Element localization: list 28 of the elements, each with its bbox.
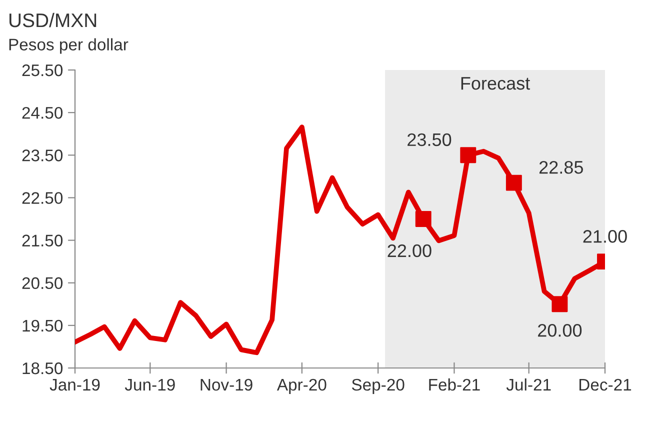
data-label: 22.00 xyxy=(388,244,432,258)
y-tick-label: 20.50 xyxy=(22,277,63,290)
chart-subtitle: Pesos per dollar xyxy=(9,38,128,54)
y-tick-label: 18.50 xyxy=(22,362,63,374)
x-tick-label: Apr-20 xyxy=(276,378,326,394)
x-tick-label: Dec-21 xyxy=(580,378,632,391)
y-tick-label: 23.50 xyxy=(22,150,63,162)
point xyxy=(460,147,476,164)
chart-title: USD/MXN xyxy=(10,12,96,28)
x-tick-label: Jan-19 xyxy=(50,378,100,391)
data-label: 20.00 xyxy=(538,324,582,337)
x-tick-label: Jun-19 xyxy=(124,378,175,391)
y-tick-label: 24.50 xyxy=(22,106,63,119)
data-label: 22.85 xyxy=(539,160,583,174)
point xyxy=(552,296,568,312)
data-label: 23.50 xyxy=(408,133,452,146)
y-tick-label: 25.50 xyxy=(22,64,63,76)
x-tick-label: Nov-19 xyxy=(200,378,252,391)
point xyxy=(415,211,432,227)
data-label: 21.00 xyxy=(583,230,627,243)
y-tick-label: 22.50 xyxy=(22,192,63,204)
band-label: Forecast xyxy=(461,77,530,90)
y-tick-label: 19.50 xyxy=(22,320,63,332)
y-tick-label: 21.50 xyxy=(22,234,63,246)
x-tick-label: Feb-21 xyxy=(429,378,480,391)
point xyxy=(506,174,522,191)
x-tick-label: Sep-20 xyxy=(352,378,404,394)
x-tick-label: Jul-21 xyxy=(506,378,551,391)
